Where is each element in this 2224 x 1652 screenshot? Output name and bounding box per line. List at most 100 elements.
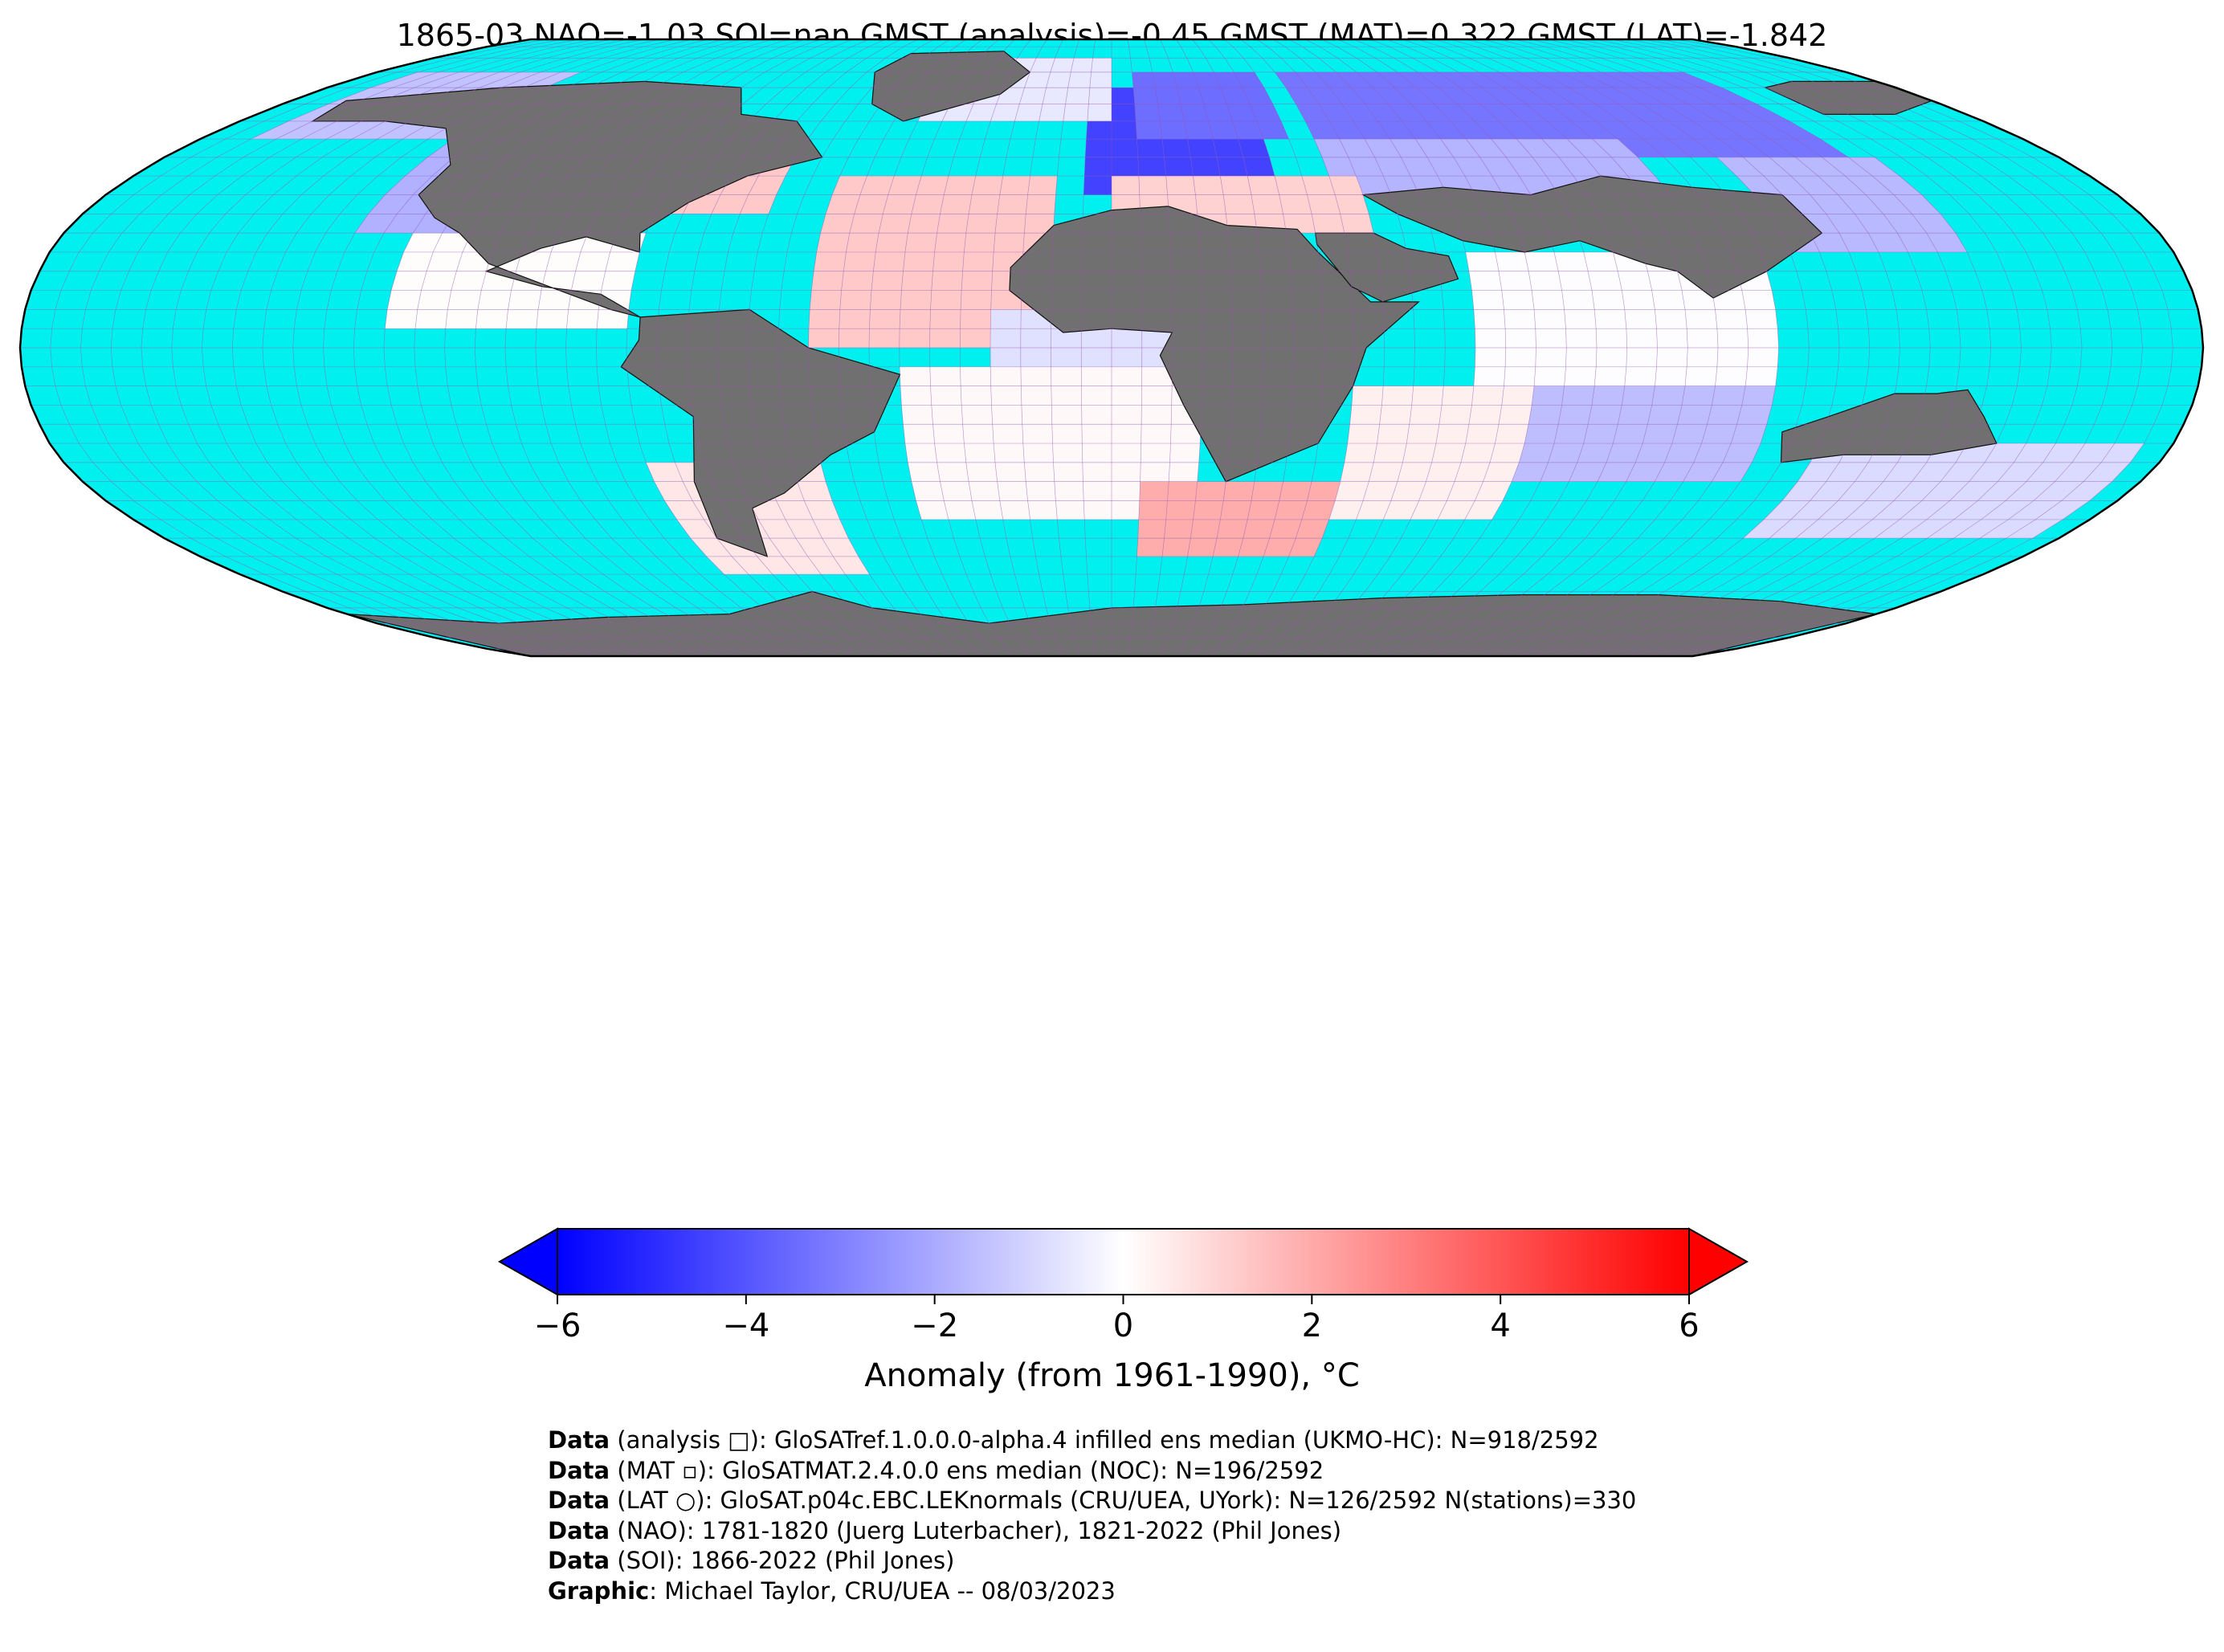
anomaly-cell <box>523 71 582 88</box>
anomaly-cell <box>1165 500 1196 520</box>
anomaly-cell <box>1307 194 1341 214</box>
anomaly-cell <box>1736 405 1773 425</box>
anomaly-cell <box>1504 309 1536 329</box>
anomaly-cell <box>1620 120 1669 140</box>
anomaly-cell <box>1577 443 1614 463</box>
anomaly-cell <box>1137 519 1166 539</box>
anomaly-cell <box>1790 500 1838 520</box>
anomaly-cell <box>1050 58 1075 72</box>
anomaly-cell <box>392 71 459 88</box>
anomaly-cell <box>1081 348 1112 367</box>
anomaly-cell <box>1900 519 1954 539</box>
anomaly-cell <box>1071 58 1093 72</box>
anomaly-cell <box>903 424 935 443</box>
anomaly-cell <box>1548 443 1584 463</box>
anomaly-cell <box>1247 500 1279 520</box>
anomaly-cell <box>1190 519 1221 539</box>
anomaly-cell <box>1086 120 1112 140</box>
anomaly-cell <box>990 348 1021 367</box>
anomaly-cell <box>1046 71 1071 88</box>
anomaly-cell <box>536 309 569 329</box>
anomaly-cell <box>1572 104 1621 121</box>
anomaly-cell <box>1504 88 1549 104</box>
anomaly-cell <box>1213 538 1243 557</box>
anomaly-cell <box>477 290 512 310</box>
anomaly-cell <box>405 157 454 177</box>
anomaly-cell <box>1743 519 1791 539</box>
credit-text: (LAT ○): GloSAT.p04c.EBC.LEKnormals (CRU… <box>610 1487 1637 1514</box>
anomaly-cell <box>916 500 949 520</box>
anomaly-cell <box>1980 519 2036 539</box>
anomaly-cell <box>1499 271 1532 291</box>
anomaly-cell <box>2008 500 2062 520</box>
anomaly-cell <box>810 290 842 310</box>
anomaly-cell <box>605 252 640 271</box>
anomaly-cell <box>387 290 422 310</box>
anomaly-cell <box>1912 214 1956 234</box>
anomaly-cell <box>1745 366 1778 386</box>
anomaly-cell <box>1618 405 1652 425</box>
anomaly-cell <box>1912 462 1956 482</box>
anomaly-cell <box>1214 71 1243 88</box>
anomaly-cell <box>1838 481 1883 501</box>
anomaly-cell <box>1024 71 1051 88</box>
anomaly-cell <box>1848 157 1900 177</box>
anomaly-cell <box>1026 194 1056 214</box>
anomaly-cell <box>1043 88 1068 104</box>
anomaly-cell <box>961 290 992 310</box>
anomaly-cell <box>1418 481 1455 501</box>
credit-label: Data <box>548 1487 610 1514</box>
anomaly-cell <box>1897 233 1938 252</box>
anomaly-cell <box>944 176 976 195</box>
anomaly-cell <box>937 214 969 234</box>
anomaly-cell <box>1564 309 1597 329</box>
anomaly-cell <box>1397 71 1438 88</box>
anomaly-cell <box>2026 462 2072 482</box>
anomaly-cell <box>1283 214 1316 234</box>
anomaly-cell <box>997 481 1028 501</box>
anomaly-cell <box>1251 194 1283 214</box>
anomaly-cell <box>859 176 895 195</box>
anomaly-cell <box>1410 104 1451 121</box>
anomaly-cell <box>1082 462 1112 482</box>
anomaly-cell <box>809 309 840 329</box>
anomaly-cell <box>1790 176 1838 195</box>
credit-label: Graphic <box>548 1577 650 1605</box>
anomaly-cell <box>1296 519 1329 539</box>
anomaly-cell <box>1365 139 1402 157</box>
anomaly-cell <box>930 290 962 310</box>
anomaly-cell <box>1431 443 1466 463</box>
anomaly-cell <box>601 271 635 291</box>
anomaly-cell <box>1173 71 1199 88</box>
anomaly-cell <box>1822 519 1873 539</box>
anomaly-cell <box>1594 366 1626 386</box>
anomaly-cell <box>1141 443 1171 463</box>
anomaly-cell <box>1656 88 1711 104</box>
anomaly-cell <box>1795 139 1849 157</box>
anomaly-cell <box>1764 176 1810 195</box>
anomaly-cell <box>1301 176 1336 195</box>
anomaly-cell <box>1438 88 1480 104</box>
anomaly-cell <box>415 309 448 329</box>
anomaly-cell <box>1743 157 1791 177</box>
anomaly-cell <box>1356 176 1391 195</box>
anomaly-cell <box>1329 120 1365 140</box>
anomaly-cell <box>1554 424 1589 443</box>
anomaly-cell <box>1782 481 1826 501</box>
anomaly-cell <box>1561 71 1613 88</box>
anomaly-cell <box>1181 104 1209 121</box>
anomaly-cell <box>1112 176 1140 195</box>
anomaly-cell <box>1217 157 1248 177</box>
anomaly-cell <box>1275 500 1308 520</box>
anomaly-cell <box>869 309 900 329</box>
anomaly-cell <box>1626 328 1658 348</box>
anomaly-cell <box>275 120 337 140</box>
anomaly-cell <box>930 385 962 406</box>
anomaly-cell <box>940 194 972 214</box>
anomaly-cell <box>1081 385 1112 406</box>
anomaly-cell <box>458 71 520 88</box>
anomaly-cell <box>1039 104 1066 121</box>
anomaly-cell <box>843 252 876 271</box>
anomaly-cell <box>2071 443 2115 463</box>
anomaly-cell <box>1647 271 1683 291</box>
